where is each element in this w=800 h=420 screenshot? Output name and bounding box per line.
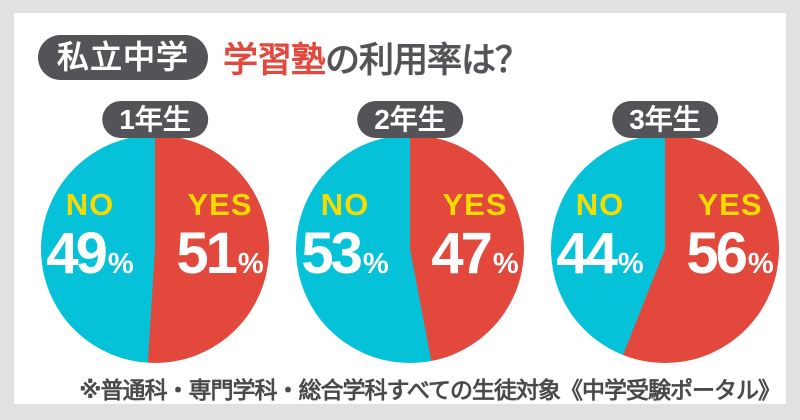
yes-segment-label-group: YES 47% <box>420 187 530 283</box>
yes-percent-number: 51 <box>176 221 237 286</box>
no-value: 53% <box>301 225 388 283</box>
no-percent-number: 44 <box>556 221 617 286</box>
pie-chart-grade2: 2年生 NO 53% YES 47% <box>296 101 524 363</box>
no-value: 44% <box>556 225 643 283</box>
page-header: 私立中学 学習塾の利用率は？ <box>38 32 530 83</box>
percent-sign: % <box>747 248 774 280</box>
footnote: ※普通科・専門学科・総合学科すべての生徒対象《中学受験ポータル》 <box>79 377 781 403</box>
yes-percent-number: 47 <box>431 221 492 286</box>
no-label: NO <box>320 187 370 222</box>
no-segment-label-group: NO 53% <box>290 187 400 283</box>
yes-label: YES <box>697 187 763 222</box>
yes-percent-number: 56 <box>686 221 747 286</box>
yes-value: 51% <box>176 225 263 283</box>
title-badge: 私立中学 <box>38 35 209 80</box>
pie-grade2: NO 53% YES 47% <box>296 135 524 363</box>
yes-segment-label-group: YES 56% <box>675 187 785 283</box>
no-percent-number: 53 <box>301 221 362 286</box>
no-label: NO <box>575 187 625 222</box>
no-label: NO <box>65 187 115 222</box>
title-rest: の利用率は？ <box>325 41 530 80</box>
percent-sign: % <box>492 248 519 280</box>
grade-badge-2: 2年生 <box>357 101 463 138</box>
yes-value: 47% <box>431 225 518 283</box>
no-percent-number: 49 <box>46 221 107 286</box>
yes-value: 56% <box>686 225 773 283</box>
pie-chart-grade3: 3年生 NO 44% YES 56% <box>551 101 779 363</box>
yes-segment-label-group: YES 51% <box>165 187 275 283</box>
yes-label: YES <box>187 187 253 222</box>
pie-grade3: NO 44% YES 56% <box>551 135 779 363</box>
pie-grade1: NO 49% YES 51% <box>41 135 269 363</box>
no-segment-label-group: NO 49% <box>35 187 145 283</box>
no-segment-label-group: NO 44% <box>545 187 655 283</box>
no-value: 49% <box>46 225 133 283</box>
percent-sign: % <box>362 248 389 280</box>
page-title: 学習塾の利用率は？ <box>223 32 530 83</box>
yes-label: YES <box>442 187 508 222</box>
percent-sign: % <box>237 248 264 280</box>
grade-badge-1: 1年生 <box>102 101 208 138</box>
title-highlight: 学習塾 <box>223 41 326 80</box>
percent-sign: % <box>617 248 644 280</box>
percent-sign: % <box>107 248 134 280</box>
grade-badge-3: 3年生 <box>612 101 718 138</box>
pie-chart-grade1: 1年生 NO 49% YES 51% <box>41 101 269 363</box>
